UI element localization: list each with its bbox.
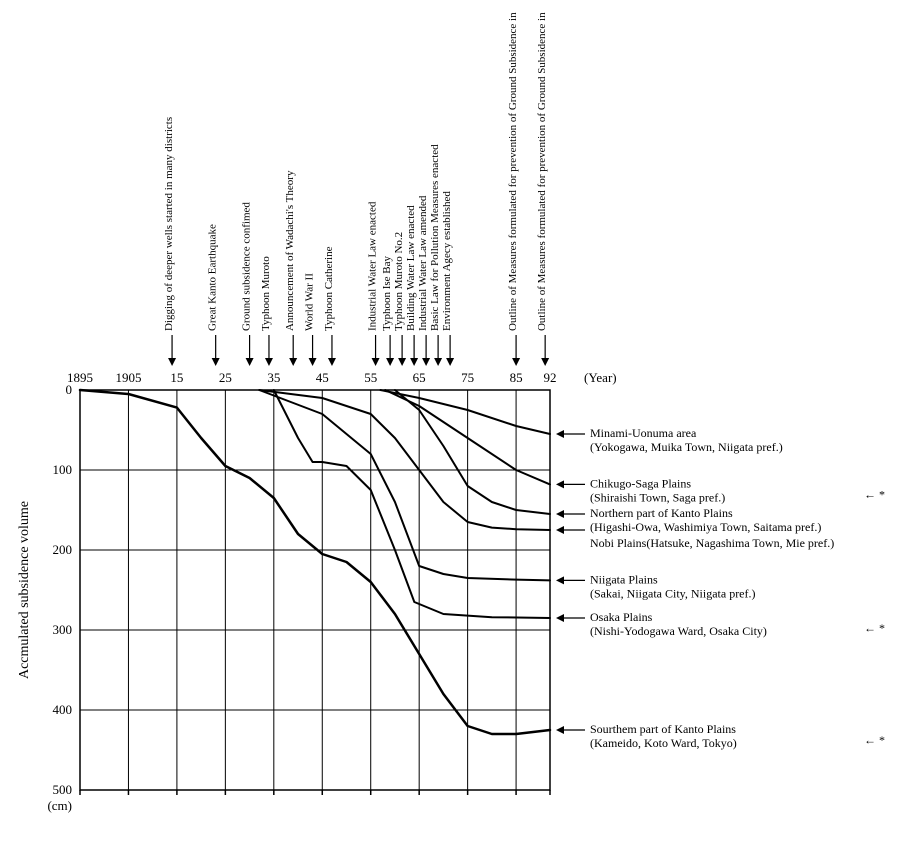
event-label: Announcement of Wadachi's Theory — [284, 170, 296, 331]
legend-sublabel: (Kameido, Koto Ward, Tokyo) — [590, 736, 737, 750]
svg-text:(cm): (cm) — [47, 798, 72, 813]
legend-label: Sourthem part of Kanto Plains — [590, 722, 736, 736]
svg-text:15: 15 — [170, 370, 183, 385]
legend-star: ← * — [864, 621, 885, 635]
legend-label: Nobi Plains(Hatsuke, Nagashima Town, Mie… — [590, 536, 834, 550]
legend-sublabel: (Shiraishi Town, Saga pref.) — [590, 490, 725, 504]
series-niigata — [259, 390, 550, 580]
svg-text:400: 400 — [53, 702, 73, 717]
event-label: Typhoon Muroto — [260, 256, 272, 331]
grid — [80, 390, 550, 795]
legend-star: ← * — [864, 487, 885, 501]
event-label: Great Kanto Earthquake — [207, 224, 219, 331]
svg-text:1905: 1905 — [115, 370, 141, 385]
x-axis-ticks: 18951905152535455565758592(Year) — [67, 370, 617, 385]
legend-sublabel: (Nishi-Yodogawa Ward, Osaka City) — [590, 624, 767, 638]
event-label: Basic Law for Pollution Measures enacted — [429, 144, 441, 331]
series-nobi — [259, 390, 550, 530]
events: Digging of deeper wells started in many … — [163, 10, 549, 366]
svg-text:200: 200 — [53, 542, 73, 557]
event-label: Typhoon Muroto No.2 — [393, 232, 405, 331]
event-label: World War II — [304, 273, 316, 331]
event-label: Ground subsidence confimed — [241, 202, 253, 331]
event-label: Industrial Water Law enacted — [367, 201, 379, 331]
legend-label: Niigata Plains — [590, 572, 658, 586]
svg-text:92: 92 — [544, 370, 557, 385]
event-label: Outline of Measures formulated for preve… — [536, 10, 548, 331]
legend-star: ← * — [864, 733, 885, 747]
svg-text:85: 85 — [510, 370, 523, 385]
svg-text:55: 55 — [364, 370, 377, 385]
svg-text:65: 65 — [413, 370, 426, 385]
chart-container: 18951905152535455565758592(Year)01002003… — [10, 10, 905, 840]
legend-sublabel: (Sakai, Niigata City, Niigata pref.) — [590, 586, 756, 600]
event-label: Outline of Measures formulated for preve… — [507, 10, 519, 331]
event-label: Industrial Water Law amended — [417, 195, 429, 331]
subsidence-chart: 18951905152535455565758592(Year)01002003… — [10, 10, 905, 840]
legend-label: Chikugo-Saga Plains — [590, 476, 691, 490]
legend-label: Osaka Plains — [590, 610, 653, 624]
legend-sublabel: (Higashi-Owa, Washimiya Town, Saitama pr… — [590, 520, 821, 534]
svg-text:45: 45 — [316, 370, 329, 385]
series-northern_kanto — [395, 390, 550, 514]
svg-text:(Year): (Year) — [584, 370, 617, 385]
event-label: Typhoon Catherine — [323, 246, 335, 331]
legend-sublabel: (Yokogawa, Muika Town, Niigata pref.) — [590, 440, 783, 454]
y-axis-ticks: 0 100 200 300 400 500(cm) — [47, 382, 72, 813]
event-label: Digging of deeper wells started in many … — [163, 117, 175, 331]
y-axis-label: Accmulated subsidence volume — [17, 501, 32, 679]
series — [80, 390, 550, 734]
series-southern_kanto — [80, 390, 550, 734]
legend-label: Minami-Uonuma area — [590, 426, 697, 440]
event-label: Environment Agecy established — [441, 191, 453, 331]
svg-text:500: 500 — [53, 782, 73, 797]
event-label: Typhoon Ise Bay — [381, 256, 393, 331]
svg-text:75: 75 — [461, 370, 474, 385]
event-label: Building Water Law enacted — [405, 205, 417, 331]
svg-text:100: 100 — [53, 462, 73, 477]
svg-text:35: 35 — [267, 370, 280, 385]
legend: Minami-Uonuma area(Yokogawa, Muika Town,… — [556, 426, 885, 750]
svg-text:0: 0 — [66, 382, 73, 397]
svg-text:25: 25 — [219, 370, 232, 385]
series-minami_uonuma — [380, 390, 550, 434]
legend-label: Northern part of Kanto Plains — [590, 506, 733, 520]
svg-text:300: 300 — [53, 622, 73, 637]
